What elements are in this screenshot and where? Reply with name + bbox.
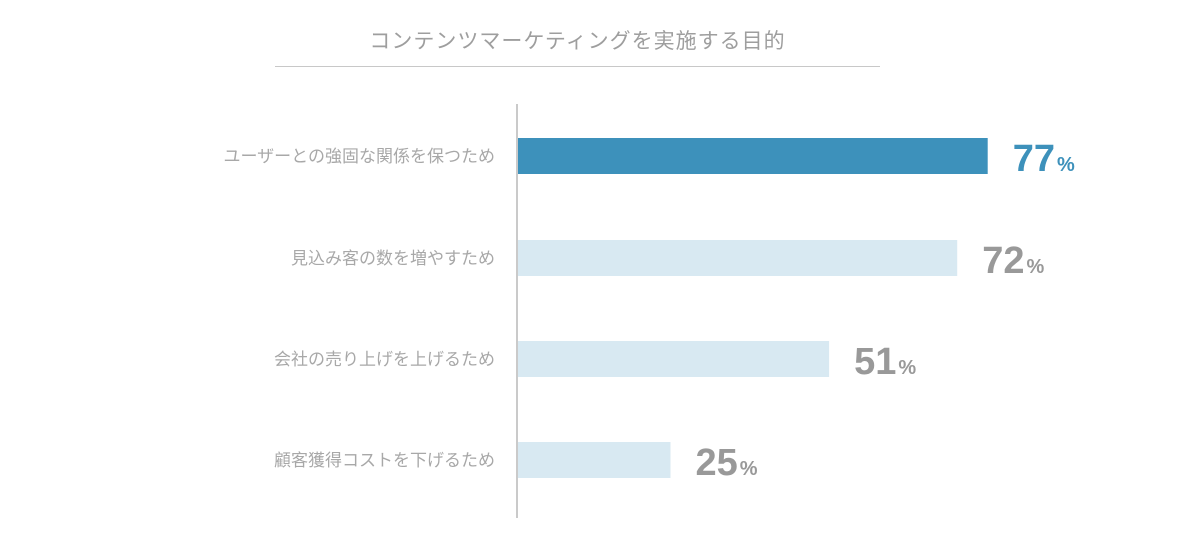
category-label: 見込み客の数を増やすため <box>291 249 495 269</box>
category-label: ユーザーとの強固な関係を保つため <box>224 147 496 167</box>
category-label: 会社の売り上げを上げるため <box>274 350 495 370</box>
bars-group: ユーザーとの強固な関係を保つため 77 % 見込み客の数を増やすため 72 % 会社の売り上… <box>224 138 1075 484</box>
title-underline <box>275 66 880 67</box>
bar <box>518 341 830 377</box>
value-label: 72% <box>982 240 1044 282</box>
value-label: 51% <box>854 341 916 383</box>
value-label: 25% <box>696 442 758 484</box>
chart-title: コンテンツマーケティングを実施する目的 <box>369 29 786 53</box>
bar <box>518 240 958 276</box>
bar <box>518 138 988 174</box>
category-label: 顧客獲得コストを下げるため <box>274 451 495 471</box>
value-label: 77% <box>1013 138 1075 180</box>
bar <box>518 442 671 478</box>
